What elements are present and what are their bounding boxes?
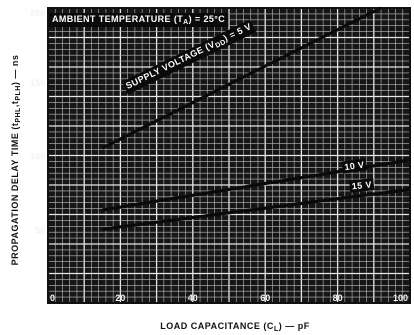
- series-label-background: [121, 19, 257, 95]
- y-tick-label: 50: [35, 225, 45, 235]
- series-line: [101, 6, 382, 150]
- series-label: 10 V: [344, 160, 365, 173]
- annotation-background: [49, 13, 229, 27]
- series-label-background: [349, 178, 375, 193]
- x-tick-label: 20: [115, 293, 125, 303]
- plot-frame: [47, 7, 411, 304]
- x-tick-label: 40: [188, 293, 198, 303]
- x-tick-label: 100: [393, 293, 408, 303]
- y-tick-label: 150: [30, 78, 45, 88]
- x-tick-label: 0: [50, 293, 55, 303]
- series-label: 15 V: [351, 179, 372, 191]
- x-axis-label: LOAD CAPACITANCE (CL) — pF: [160, 321, 309, 333]
- y-tick-label: 100: [30, 152, 45, 162]
- series-label-background: [341, 158, 368, 174]
- y-tick-label: 200: [30, 8, 45, 18]
- x-tick-label: 80: [333, 293, 343, 303]
- ambient-temperature-annotation: AMBIENT TEMPERATURE (TA) = 25°C: [52, 14, 225, 26]
- x-tick-label: 60: [260, 293, 270, 303]
- series-label-group: 15 V: [349, 178, 375, 193]
- series-label-group: 10 V: [341, 158, 368, 174]
- series-line: [102, 187, 411, 231]
- y-axis-label: PROPAGATION DELAY TIME (tPHL,tPLH) — ns: [10, 55, 22, 266]
- tick-labels: 50 100 150 200 0 20 40 60 80 100: [30, 8, 408, 303]
